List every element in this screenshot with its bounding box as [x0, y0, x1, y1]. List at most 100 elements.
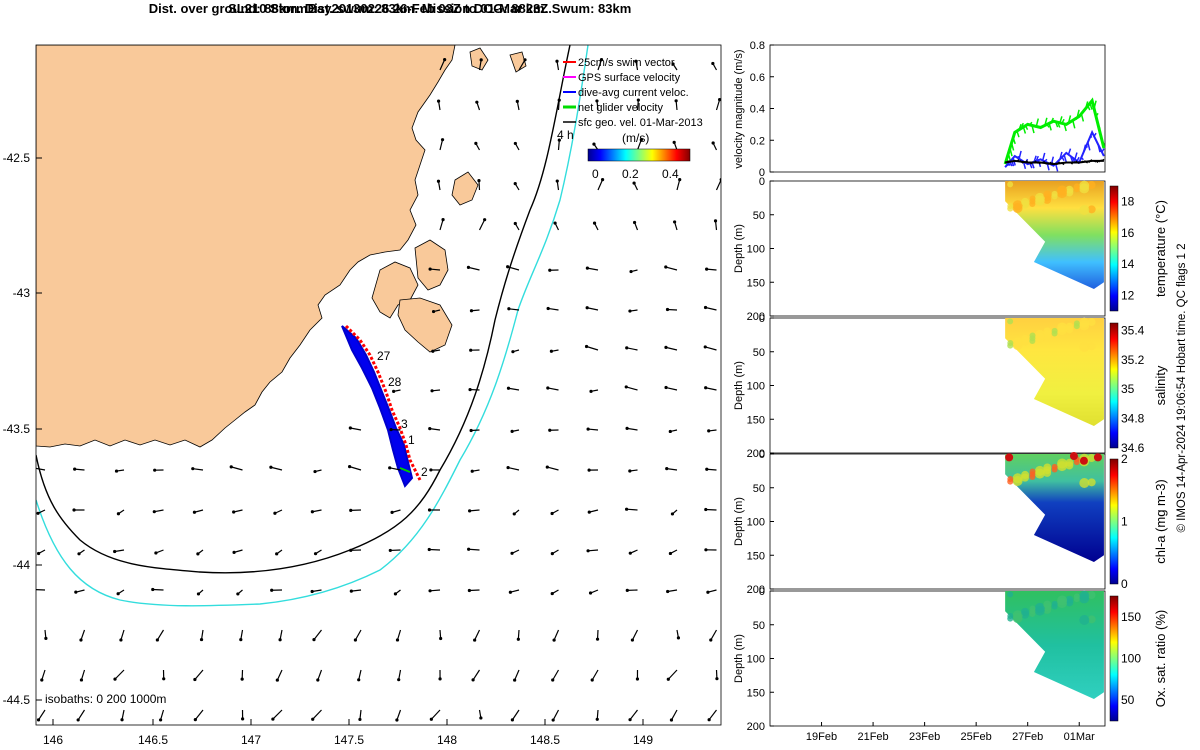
velocity-arrow-head: [551, 718, 555, 722]
section-2-ytick-1: 50: [753, 483, 765, 495]
velocity-arrow: [160, 709, 165, 721]
velocity-arrow-head: [275, 552, 279, 556]
section-texture: [1021, 334, 1030, 343]
velocity-series-detail: [1082, 144, 1087, 153]
section-data-1: [1005, 318, 1104, 426]
velocity-arrow: [468, 548, 480, 551]
section-data-0: [1005, 181, 1104, 289]
section-texture: [1073, 593, 1080, 600]
velocity-arrow: [430, 709, 441, 720]
velocity-arrow-head: [33, 466, 36, 469]
section-2-ytick-0: 0: [759, 449, 765, 461]
velocity-arrow-head: [599, 57, 604, 62]
velocity-arrow-head: [275, 678, 279, 682]
section-2-cblabel: chl-a (mg m-3): [1153, 479, 1168, 564]
velocity-arrow-head: [665, 467, 669, 471]
section-texture: [1087, 181, 1096, 190]
velocity-arrow-head: [552, 638, 556, 642]
velocity-arrow: [670, 709, 678, 721]
velocity-arrow: [313, 629, 322, 641]
section-1-ylabel: Depth (m): [733, 361, 745, 410]
day-label-27: 27: [377, 349, 391, 363]
section-texture: [1043, 600, 1052, 609]
velocity-series-detail: [1055, 163, 1058, 166]
velocity-series-detail: [1020, 161, 1024, 164]
velocity-series-detail: [1081, 160, 1084, 163]
velocity-arrow-head: [232, 550, 236, 554]
velocity-arrow: [708, 709, 717, 721]
velocity-arrow-head: [154, 551, 158, 555]
chl-high-spot: [1069, 452, 1078, 461]
velocity-series-detail: [1067, 115, 1072, 124]
velocity-arrow-head: [549, 349, 554, 353]
velocity-arrow: [396, 629, 402, 641]
velocity-arrow: [636, 100, 639, 111]
velocity-arrow-head: [512, 512, 516, 516]
velocity-arrow: [588, 549, 599, 552]
section-0-cbtick-1: 14: [1121, 257, 1135, 271]
map-ytick-2: -43.5: [3, 422, 31, 436]
section-0-cbtick-3: 18: [1121, 195, 1135, 209]
velocity-arrow-head: [390, 510, 394, 514]
section-panel-1: 0 50 100 150 200 Depth (m) 34.6 34.8 35 35.2 35.4 s…: [733, 313, 1168, 460]
velocity-series-detail: [1067, 148, 1072, 155]
velocity-arrow-head: [670, 512, 675, 516]
figure-title-line1: SL210 StormBay20130226 26-Feb 03Z to 01-…: [228, 1, 552, 16]
velocity-arrow-head: [592, 142, 596, 146]
section-1-cblabel: salinity: [1153, 365, 1168, 405]
velocity-arrow-head: [666, 677, 670, 681]
velocity-arrow-head: [191, 467, 195, 471]
velocity-arrow-head: [471, 678, 475, 682]
velocity-series-detail: [1035, 155, 1039, 162]
section-texture: [1065, 185, 1074, 194]
velocity-arrow-head: [513, 221, 517, 226]
velocity-arrow-head: [715, 677, 719, 681]
velocity-arrow: [194, 669, 204, 680]
section-1-ytick-0: 0: [759, 313, 765, 325]
velocity-arrow-head: [632, 181, 636, 185]
velocity-arrow-head: [469, 309, 474, 313]
velocity-arrow-head: [316, 678, 320, 682]
section-2-ytick-2: 100: [747, 517, 765, 529]
velocity-arrow-head: [429, 717, 433, 721]
velocity-arrow-head: [550, 591, 554, 596]
velocity-arrow: [507, 466, 520, 471]
tasmania-land: [36, 45, 456, 448]
velocity-arrow-head: [595, 717, 599, 721]
section-3-cbtick-0: 50: [1121, 693, 1135, 707]
section-1-ytick-3: 150: [747, 414, 765, 426]
section-texture: [1051, 190, 1058, 197]
velocity-arrow-head: [193, 718, 197, 722]
velocity-arrow: [192, 468, 204, 471]
velocity-series-detail: [1084, 101, 1089, 109]
velocity-arrow-head: [196, 592, 201, 596]
section-3-ytick-2: 100: [747, 654, 765, 666]
velocity-arrow-head: [507, 307, 511, 311]
velocity-arrow-head: [120, 718, 124, 722]
velocity-arrow-head: [155, 638, 159, 642]
velocity-arrow-head: [636, 98, 640, 102]
section-texture: [1079, 342, 1090, 353]
velocity-arrow-head: [600, 178, 605, 182]
velocity-arrow-head: [116, 592, 120, 596]
credit-text: © IMOS 14-Apr-2024 19:06:54 Hobart time.…: [1176, 243, 1188, 532]
section-3-cbtick-2: 150: [1121, 610, 1141, 624]
section-0-ytick-4: 200: [747, 311, 765, 323]
velocity-arrow-head: [152, 510, 156, 514]
velocity-series-detail: [1018, 150, 1022, 159]
velocity-arrow-head: [550, 511, 554, 516]
velocity-series-detail: [1093, 132, 1097, 137]
velocity-arrow: [507, 266, 520, 271]
section-texture: [1012, 610, 1023, 621]
velocity-arrow-head: [709, 638, 713, 642]
velocity-arrow-head: [349, 508, 353, 512]
velocity-arrow-head: [546, 306, 550, 311]
velocity-series-detail: [1033, 125, 1037, 128]
glider-track-red: [344, 324, 422, 481]
section-1-cbtick-1: 34.8: [1121, 412, 1145, 426]
velocity-series-detail: [1029, 161, 1033, 165]
section-texture: [1087, 615, 1096, 624]
velocity-arrow-head: [595, 99, 599, 103]
velocity-series-detail: [1089, 136, 1093, 139]
velocity-arrow: [588, 428, 599, 431]
